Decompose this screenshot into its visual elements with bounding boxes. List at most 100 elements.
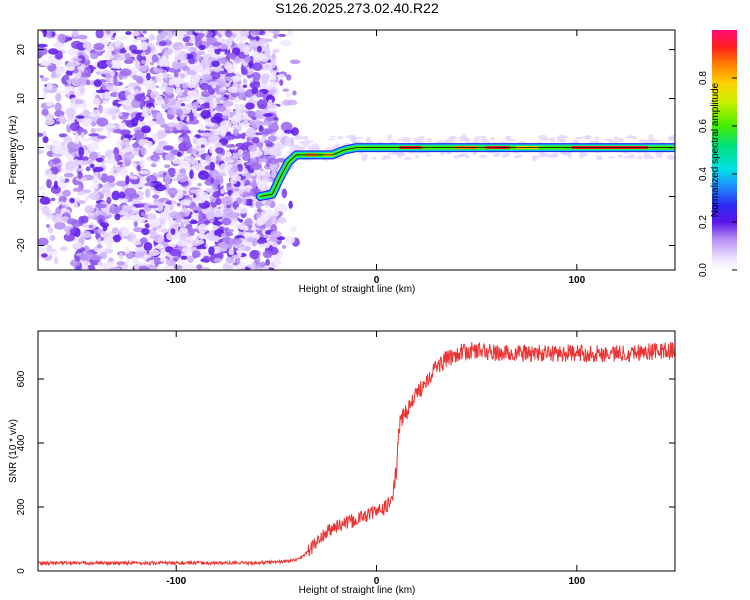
heatmap-noise-blob: [241, 132, 246, 140]
heatmap-noise-blob: [192, 250, 201, 258]
heatmap-noise-blob: [236, 206, 244, 211]
heatmap-noise-blob: [224, 50, 231, 56]
heatmap-noise-blob: [200, 109, 211, 119]
heatmap-noise-blob: [95, 203, 107, 209]
heatmap-noise-blob: [149, 180, 162, 188]
heatmap-ridge-halo: [514, 155, 520, 159]
heatmap-noise-blob: [207, 81, 220, 86]
heatmap-noise-blob: [127, 65, 132, 70]
heatmap-noise-blob: [263, 113, 273, 117]
heatmap-noise-blob: [191, 74, 200, 85]
heatmap-ridge-halo: [286, 137, 292, 142]
heatmap-noise-blob: [248, 169, 255, 174]
heatmap-noise-blob: [168, 78, 174, 86]
heatmap-noise-blob: [188, 220, 199, 225]
x-tick-label: 100: [569, 576, 586, 587]
heatmap-ridge-halo: [666, 154, 675, 160]
heatmap-noise-blob: [241, 151, 251, 161]
heatmap-noise-blob: [73, 202, 79, 209]
heatmap-ridge-halo: [532, 155, 540, 159]
heatmap-noise-blob: [165, 258, 177, 266]
heatmap-noise-blob: [53, 180, 58, 189]
heatmap-noise-blob: [129, 184, 141, 189]
heatmap-noise-blob: [92, 166, 104, 173]
heatmap-noise-blob: [242, 185, 254, 189]
heatmap-noise-blob: [86, 264, 96, 270]
heatmap-noise-blob: [113, 169, 118, 174]
snr-ticks: -100 0 100 0 200 400 600: [16, 331, 675, 587]
heatmap-ridge-halo: [637, 155, 642, 160]
heatmap-noise-blob: [159, 257, 168, 263]
heatmap-noise-blob: [203, 220, 211, 224]
y-tick-label: 200: [16, 498, 27, 515]
heatmap-noise-blob: [176, 152, 182, 157]
heatmap-noise-blob: [279, 79, 284, 86]
heatmap-noise-blob: [65, 160, 75, 171]
heatmap-noise-blob: [259, 56, 269, 63]
heatmap-noise-blob: [61, 202, 70, 206]
heatmap-noise-blob: [255, 175, 262, 185]
heatmap-noise-blob: [105, 30, 111, 35]
heatmap-noise-blob: [209, 145, 214, 154]
heatmap-noise-blob: [194, 30, 202, 33]
heatmap-ridge-halo: [310, 147, 319, 150]
heatmap-noise-blob: [50, 197, 56, 201]
heatmap-noise-blob: [124, 247, 130, 254]
heatmap-noise-blob: [38, 186, 46, 190]
heatmap-noise-blob: [171, 157, 182, 165]
heatmap-noise-blob: [237, 163, 243, 172]
heatmap-noise-blob: [256, 217, 264, 227]
heatmap-noise-blob: [220, 127, 227, 137]
heatmap-noise-blob: [44, 144, 49, 150]
heatmap-noise-blob: [114, 59, 122, 70]
heatmap-noise-blob: [263, 42, 269, 48]
heatmap-noise-blob: [188, 81, 195, 89]
heatmap-noise-blob: [140, 147, 147, 156]
heatmap-ridge-halo: [502, 153, 511, 157]
heatmap-ridge-halo: [578, 154, 585, 159]
heatmap-noise-blob: [289, 59, 301, 65]
heatmap-noise-blob: [244, 198, 255, 206]
heatmap-ridge-halo: [545, 154, 552, 158]
heatmap-noise-blob: [121, 148, 131, 153]
heatmap-noise-blob: [213, 65, 221, 73]
heatmap-noise-blob: [72, 57, 82, 62]
heatmap-noise-blob: [182, 30, 187, 33]
heatmap-noise-blob: [106, 175, 116, 183]
snr-panel: -100 0 100 0 200 400 600 Height of straight li…: [8, 330, 676, 596]
y-tick-label: 20: [16, 44, 27, 56]
heatmap-noise-blob: [38, 132, 44, 137]
heatmap-noise-blob: [259, 183, 267, 190]
heatmap-noise-blob: [251, 136, 260, 144]
heatmap-noise-blob: [124, 134, 133, 139]
heatmap-noise-blob: [127, 94, 135, 101]
spectrogram-x-axis-label: Height of straight line (km): [299, 284, 416, 295]
heatmap-noise-blob: [207, 48, 213, 55]
heatmap-noise-blob: [169, 211, 180, 219]
heatmap-noise-blob: [95, 89, 106, 94]
heatmap-noise-blob: [250, 163, 262, 171]
heatmap-noise-blob: [82, 223, 88, 228]
heatmap-noise-blob: [58, 176, 66, 183]
heatmap-noise-blob: [114, 213, 121, 221]
heatmap-noise-blob: [90, 185, 99, 190]
heatmap-noise-blob: [208, 134, 219, 144]
heatmap-noise-blob: [154, 244, 163, 249]
heatmap-noise-blob: [175, 82, 181, 88]
heatmap-ridge-track: [260, 147, 675, 197]
heatmap-noise-blob: [269, 163, 278, 170]
heatmap-noise-blob: [291, 127, 299, 136]
heatmap-ridge-halo: [465, 139, 472, 142]
heatmap-noise-blob: [210, 156, 217, 164]
heatmap-noise-blob: [224, 76, 232, 81]
heatmap-noise-blob: [186, 70, 197, 76]
heatmap-ridge-halo: [337, 136, 344, 140]
heatmap-noise-blob: [219, 163, 230, 173]
heatmap-noise-blob: [77, 34, 88, 40]
heatmap-noise-blob: [51, 144, 61, 155]
heatmap-noise-blob: [200, 103, 207, 110]
heatmap-ridge-halo: [481, 135, 487, 141]
heatmap-noise-blob: [267, 135, 277, 142]
heatmap-noise-blob: [232, 262, 238, 266]
heatmap-noise-blob: [182, 66, 190, 72]
